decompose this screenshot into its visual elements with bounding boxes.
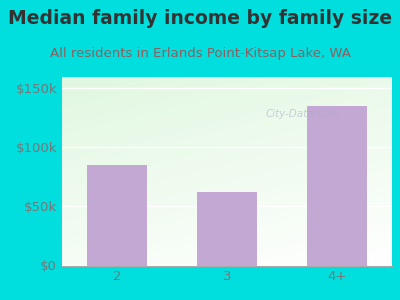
Bar — [307, 106, 367, 266]
Bar — [197, 192, 257, 266]
Bar — [87, 165, 147, 266]
Text: City-Data.com: City-Data.com — [266, 109, 340, 119]
Text: All residents in Erlands Point-Kitsap Lake, WA: All residents in Erlands Point-Kitsap La… — [50, 46, 350, 59]
Text: Median family income by family size: Median family income by family size — [8, 9, 392, 28]
